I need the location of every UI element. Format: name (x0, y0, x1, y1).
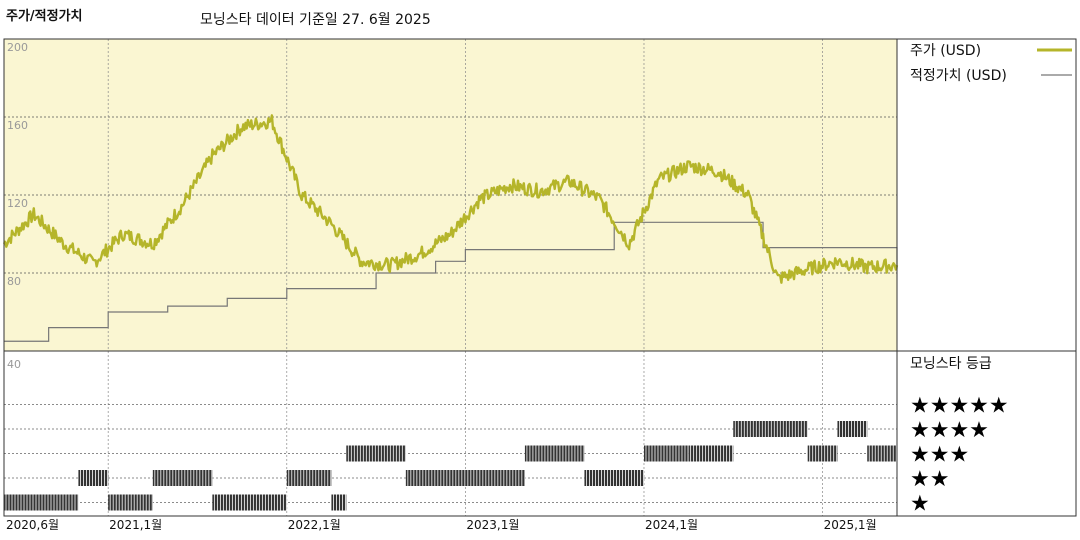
rating-period (867, 445, 897, 462)
rating-bar (867, 445, 897, 462)
rating-period (807, 445, 838, 462)
rating-period (78, 470, 109, 486)
rating-bar (346, 445, 406, 462)
y-tick-label: 200 (7, 41, 28, 54)
x-tick-label: 2023,1월 (466, 518, 519, 532)
rating-star-label: ★★★★★ (910, 394, 1009, 419)
legend-price-label: 주가 (USD) (910, 43, 981, 59)
y-tick-label: 120 (7, 197, 28, 210)
rating-star-label: ★★★★ (910, 418, 989, 443)
y-tick-label: 160 (7, 119, 28, 132)
rating-period (584, 470, 644, 486)
rating-period (212, 494, 287, 511)
rating-period (346, 445, 406, 462)
rating-panel-tick: 40 (7, 358, 21, 371)
rating-bar (524, 445, 585, 462)
rating-bar (78, 470, 109, 486)
rating-bar (807, 445, 838, 462)
x-tick-label: 2025,1월 (824, 518, 877, 532)
legend: 주가 (USD) 적정가치 (USD) (910, 43, 1072, 84)
rating-period (331, 494, 347, 511)
rating-star-label: ★ (910, 492, 930, 517)
data-date-subtitle: 모닝스타 데이터 기준일 27. 6월 2025 (200, 12, 431, 28)
rating-bar (837, 421, 868, 437)
rating-period (733, 421, 808, 437)
x-tick-label: 2020,6월 (6, 518, 59, 532)
rating-period (108, 494, 153, 511)
rating-period (405, 470, 526, 486)
rating-legend-title: 모닝스타 등급 (910, 356, 992, 372)
chart-frame (3, 38, 1077, 517)
rating-bar (152, 470, 213, 486)
x-tick-label: 2021,1월 (109, 518, 162, 532)
chart-title: 주가/적정가치 (6, 8, 83, 24)
rating-period (286, 470, 332, 486)
y-axis-ticks: 200 160 120 80 (7, 41, 28, 288)
rating-panel-grid (4, 404, 897, 503)
fair-value-line (4, 221, 898, 342)
rating-period (643, 445, 689, 462)
rating-bars (4, 421, 897, 511)
rating-star-labels: ★★★★★★★★★★★★★★★ (910, 394, 1009, 517)
rating-bar (584, 470, 644, 486)
rating-period (837, 421, 868, 437)
rating-period (4, 494, 79, 511)
y-tick-label: 80 (7, 275, 21, 288)
rating-period (152, 470, 213, 486)
x-tick-label: 2022,1월 (288, 518, 341, 532)
price-line (2, 114, 899, 284)
rating-star-label: ★★★ (910, 443, 969, 468)
rating-period (524, 445, 585, 462)
x-tick-label: 2024,1월 (645, 518, 698, 532)
rating-star-label: ★★ (910, 467, 949, 492)
legend-fair-value-label: 적정가치 (USD) (910, 68, 1007, 84)
rating-period (688, 445, 734, 462)
x-axis-labels: 2020,6월 2021,1월 2022,1월 2023,1월 2024,1월 2025,… (6, 518, 877, 532)
